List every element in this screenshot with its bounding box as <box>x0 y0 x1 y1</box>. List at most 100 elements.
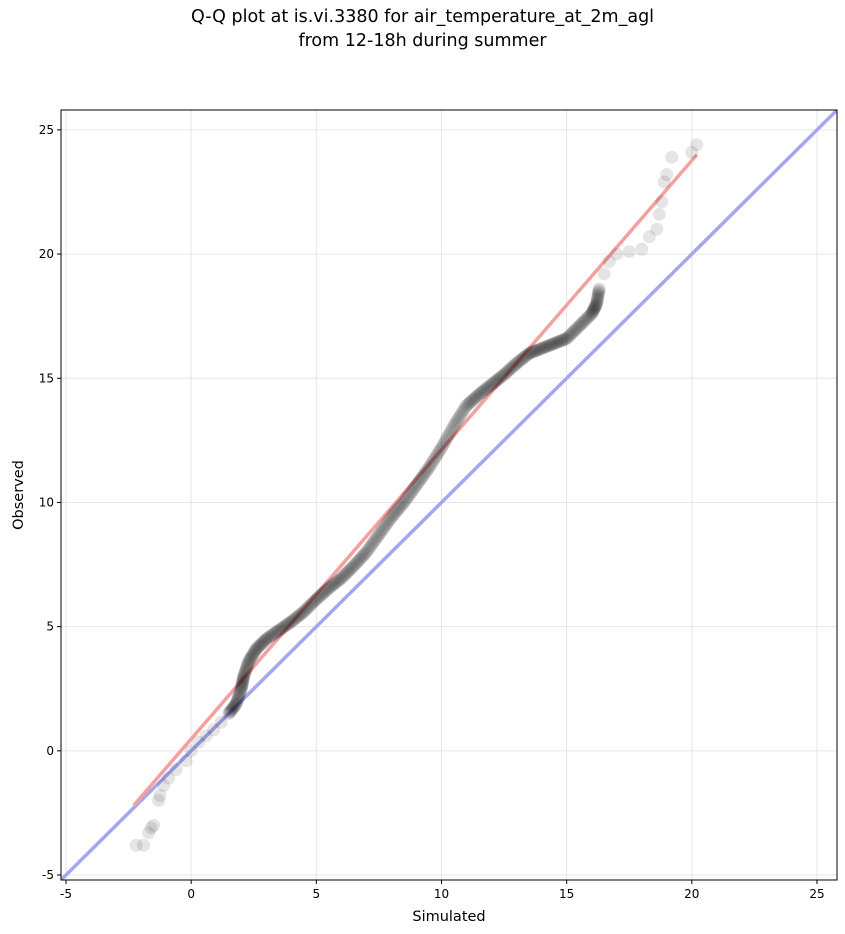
data-point <box>321 582 335 596</box>
data-point <box>284 615 298 629</box>
axis-ticks: -5 0 5 10 15 20 25 -5 0 5 10 15 20 25 <box>39 123 825 901</box>
data-point <box>477 383 491 397</box>
data-points <box>129 138 704 852</box>
data-point <box>250 641 264 655</box>
data-point <box>276 621 290 635</box>
data-point <box>460 399 474 413</box>
data-point <box>510 356 524 370</box>
data-point <box>282 616 296 630</box>
y-tick-label: -5 <box>42 868 54 882</box>
data-point <box>304 597 318 611</box>
data-point <box>520 348 534 362</box>
data-point <box>447 418 461 432</box>
data-point <box>357 548 371 562</box>
data-point <box>472 387 486 401</box>
data-point <box>419 464 433 478</box>
data-point <box>563 328 577 342</box>
data-point <box>311 591 325 605</box>
data-point <box>592 282 606 296</box>
data-point <box>222 706 236 720</box>
data-point <box>281 617 295 631</box>
data-point <box>242 654 256 668</box>
data-point <box>485 377 499 391</box>
data-point <box>366 536 380 550</box>
data-point <box>383 512 397 526</box>
data-point <box>392 501 406 515</box>
data-point <box>255 636 269 650</box>
x-tick-label: 0 <box>187 887 195 901</box>
data-point <box>496 369 510 383</box>
data-point <box>382 514 396 528</box>
data-point <box>560 332 574 346</box>
data-point <box>354 551 368 565</box>
data-point <box>570 322 584 336</box>
data-point <box>278 619 292 633</box>
data-point <box>291 610 305 624</box>
data-point <box>491 373 505 386</box>
data-point <box>342 564 356 578</box>
data-point <box>252 639 266 653</box>
data-point <box>578 313 592 327</box>
data-point <box>248 644 262 658</box>
data-point <box>553 334 567 348</box>
data-point <box>481 380 495 394</box>
data-point <box>543 338 557 352</box>
chart-subtitle: from 12-18h during summer <box>298 31 547 51</box>
data-point <box>352 553 366 567</box>
identity-line <box>61 110 837 880</box>
data-point <box>591 289 605 303</box>
fit-line <box>132 153 699 807</box>
data-point <box>229 697 243 711</box>
data-point <box>576 315 590 329</box>
data-point <box>507 359 521 373</box>
data-point <box>555 334 569 348</box>
data-point <box>528 344 542 358</box>
data-point <box>513 353 527 367</box>
data-point <box>227 700 241 714</box>
data-point <box>356 549 370 563</box>
data-point <box>264 629 278 643</box>
data-point <box>610 247 624 261</box>
data-point <box>506 360 520 374</box>
y-axis-label: Observed <box>11 460 27 530</box>
data-point <box>546 337 560 351</box>
data-point <box>393 500 407 514</box>
data-point <box>234 683 248 697</box>
data-point <box>153 789 167 803</box>
data-point <box>223 705 237 719</box>
data-point <box>482 379 496 393</box>
data-point <box>588 301 602 315</box>
data-point <box>427 453 441 467</box>
data-point <box>245 648 259 662</box>
data-point <box>550 335 564 349</box>
data-point <box>328 576 342 590</box>
data-point <box>558 332 572 346</box>
y-tick-label: 15 <box>39 371 54 385</box>
data-point <box>467 392 481 406</box>
data-point <box>408 480 422 494</box>
data-point <box>422 461 436 475</box>
data-point <box>492 372 506 386</box>
data-point <box>518 349 532 363</box>
data-point <box>254 637 268 651</box>
data-point <box>557 333 571 347</box>
data-point <box>388 506 402 520</box>
x-tick-label: -5 <box>60 887 72 901</box>
y-tick-label: 25 <box>39 123 54 137</box>
data-point <box>446 421 460 435</box>
y-tick-label: 5 <box>46 620 54 634</box>
data-point <box>423 459 437 473</box>
data-point <box>424 457 438 471</box>
data-point <box>251 640 265 654</box>
data-point <box>369 531 383 545</box>
reference-lines <box>61 110 837 880</box>
data-point <box>478 382 492 396</box>
data-point <box>228 698 242 712</box>
data-point <box>445 423 459 437</box>
data-point <box>236 672 250 686</box>
data-point <box>587 302 601 316</box>
data-point <box>526 345 540 359</box>
data-point <box>230 694 244 708</box>
data-point <box>312 590 326 604</box>
